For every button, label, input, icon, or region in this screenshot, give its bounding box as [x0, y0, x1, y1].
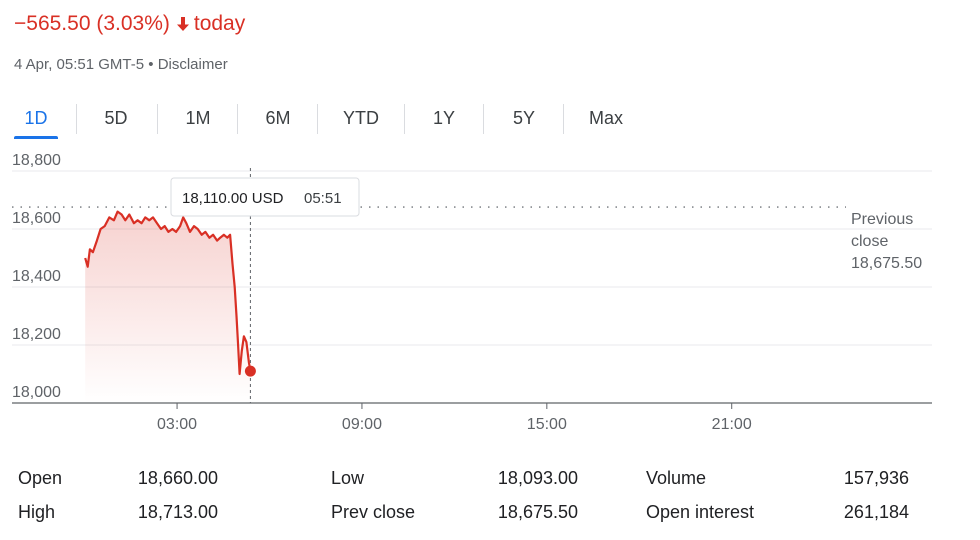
prev-close-label-line1: Previous — [851, 211, 913, 228]
tooltip: 18,110.00 USD 05:51 — [170, 177, 360, 217]
stats-table: Open 18,660.00 High 18,713.00 Low 18,093… — [0, 462, 980, 532]
tab-5y[interactable]: 5Y — [512, 108, 536, 128]
y-tick-label: 18,000 — [12, 384, 61, 401]
tab-1m[interactable]: 1M — [185, 108, 211, 128]
tab-divider — [563, 104, 564, 134]
price-change: −565.50 (3.03%) today — [14, 12, 245, 36]
separator-dot: • — [148, 56, 154, 73]
change-period: today — [193, 12, 246, 35]
tooltip-price: 18,110.00 USD — [182, 190, 284, 207]
previous-close-annotation: Previous close 18,675.50 — [851, 211, 922, 272]
tab-ytd[interactable]: YTD — [343, 108, 379, 128]
active-tab-indicator — [14, 136, 58, 139]
tab-6m[interactable]: 6M — [265, 108, 291, 128]
stat-value-open: 18,660.00 — [137, 468, 218, 488]
x-tick-label: 15:00 — [527, 416, 567, 433]
y-axis: 18,000 18,200 18,400 18,600 18,800 — [12, 152, 61, 401]
tab-divider — [404, 104, 405, 134]
stat-value-volume: 157,936 — [843, 468, 909, 488]
stat-label-low: Low — [331, 468, 365, 488]
x-axis: 03:00 09:00 15:00 21:00 — [157, 403, 752, 433]
x-tick-label: 21:00 — [712, 416, 752, 433]
range-tabs: 1D 5D 1M 6M YTD 1Y 5Y Max — [0, 100, 700, 140]
stat-label-open: Open — [18, 468, 63, 488]
stat-value-prev-close: 18,675.50 — [497, 502, 578, 522]
price-chart[interactable]: 18,000 18,200 18,400 18,600 18,800 03:00 09:0… — [0, 150, 980, 450]
timestamp: 4 Apr, 05:51 GMT-5 — [14, 56, 145, 73]
y-tick-label: 18,600 — [12, 210, 61, 227]
tab-divider — [237, 104, 238, 134]
current-point — [244, 365, 256, 377]
stat-label-volume: Volume — [646, 468, 707, 488]
stat-value-open-interest: 261,184 — [843, 502, 909, 522]
arrow-down-icon — [176, 16, 190, 32]
timestamp-line: 4 Apr, 05:51 GMT-5 • Disclaimer — [14, 56, 228, 73]
change-value: −565.50 (3.03%) — [14, 12, 170, 35]
tab-1y[interactable]: 1Y — [432, 108, 456, 128]
y-tick-label: 18,200 — [12, 326, 61, 343]
prev-close-label-line2: close — [851, 233, 888, 250]
stat-label-high: High — [18, 502, 56, 522]
prev-close-value: 18,675.50 — [851, 255, 922, 272]
stat-value-low: 18,093.00 — [497, 468, 578, 488]
tab-5d[interactable]: 5D — [104, 108, 128, 128]
tab-divider — [76, 104, 77, 134]
disclaimer-link[interactable]: Disclaimer — [157, 56, 228, 73]
x-tick-label: 09:00 — [342, 416, 382, 433]
tooltip-time: 05:51 — [304, 190, 342, 207]
stat-label-prev-close: Prev close — [331, 502, 416, 522]
y-tick-label: 18,400 — [12, 268, 61, 285]
x-tick-label: 03:00 — [157, 416, 197, 433]
price-area — [85, 211, 251, 403]
tooltip-box — [170, 177, 360, 217]
tab-divider — [317, 104, 318, 134]
tab-max[interactable]: Max — [588, 108, 623, 128]
price-line — [84, 210, 252, 376]
stat-value-high: 18,713.00 — [137, 502, 218, 522]
tab-1d[interactable]: 1D — [14, 100, 58, 139]
y-tick-label: 18,800 — [12, 152, 61, 169]
stat-label-open-interest: Open interest — [646, 502, 755, 522]
tab-divider — [157, 104, 158, 134]
tab-divider — [483, 104, 484, 134]
